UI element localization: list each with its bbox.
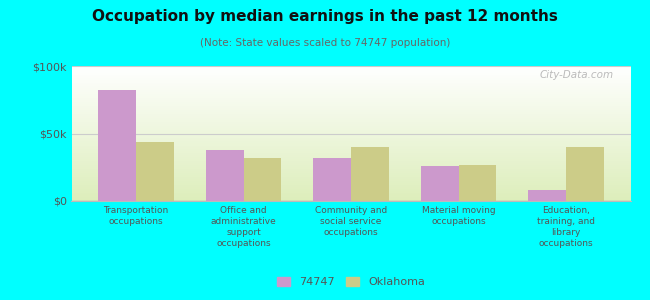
Bar [136,142,174,201]
Bar [351,147,389,201]
Bar [421,166,458,201]
Bar [98,90,136,201]
Bar [566,147,604,201]
Bar [458,164,496,201]
Text: Occupation by median earnings in the past 12 months: Occupation by median earnings in the pas… [92,9,558,24]
Bar [313,158,351,201]
Legend: 74747, Oklahoma: 74747, Oklahoma [277,277,425,287]
Bar [206,150,244,201]
Bar [244,158,281,201]
Bar [528,190,566,201]
Text: (Note: State values scaled to 74747 population): (Note: State values scaled to 74747 popu… [200,38,450,47]
Text: City-Data.com: City-Data.com [540,70,614,80]
